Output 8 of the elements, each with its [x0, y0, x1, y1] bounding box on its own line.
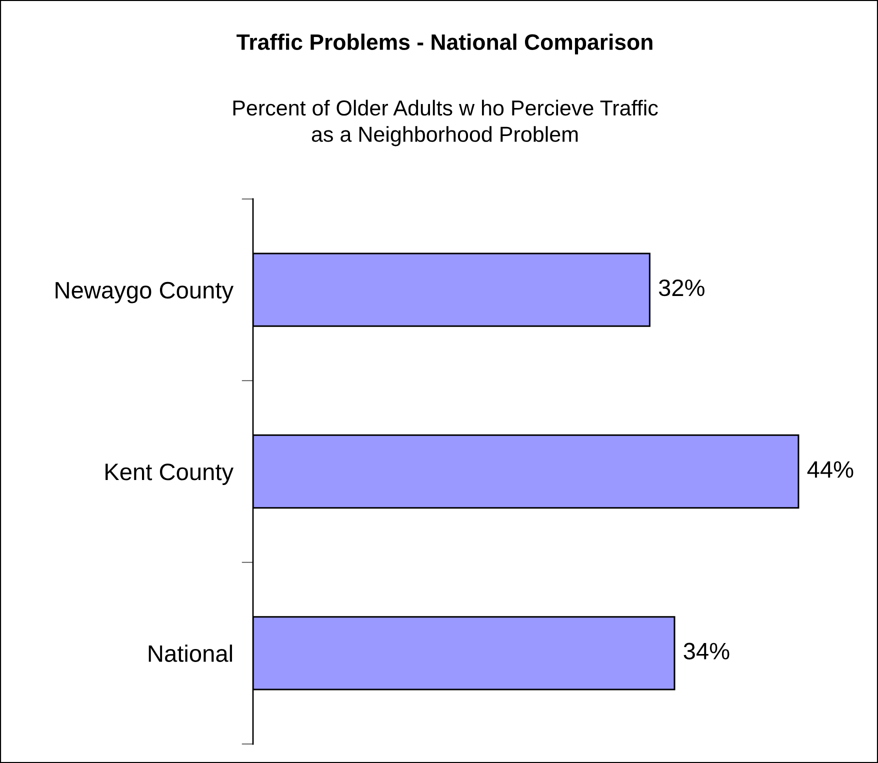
data-label: 44% [807, 461, 854, 478]
chart-subtitle: Percent of Older Adults w ho Percieve Traffic as a Neighborhood Problem [233, 100, 658, 146]
data-label: 32% [658, 279, 704, 296]
y-tick-label: Newaygo County [56, 282, 234, 304]
y-tick-label: National [148, 644, 232, 662]
chart-title: Traffic Problems - National Comparison [236, 34, 652, 54]
data-label: 34% [684, 642, 730, 660]
y-tick-label: Kent County [106, 464, 234, 485]
